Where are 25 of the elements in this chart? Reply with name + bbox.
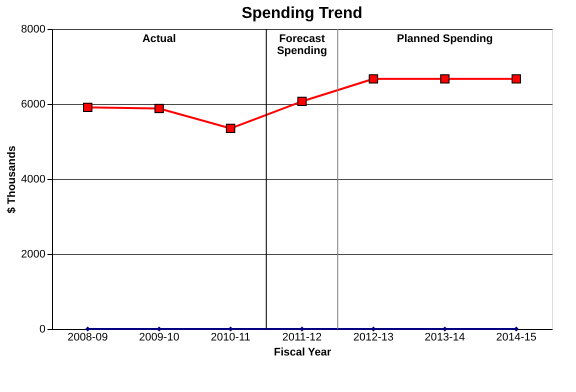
x-tick-label: 2011-12 — [282, 332, 322, 344]
point — [226, 124, 236, 134]
x-tick-label: 2008-09 — [68, 332, 108, 344]
y-tick-label: 2000 — [21, 248, 46, 260]
x-tick-label: 2014-15 — [496, 332, 536, 344]
point — [297, 96, 307, 106]
y-axis-title: $ Thousands — [6, 146, 18, 214]
annotation: Planned Spending — [396, 33, 493, 45]
annotation: Forecast Spending — [276, 33, 328, 57]
x-tick-label: 2013-14 — [424, 332, 466, 344]
x-tick-label: 2009-10 — [138, 332, 180, 344]
point — [440, 74, 450, 84]
annotation: Actual — [142, 33, 176, 45]
y-tick-label: 8000 — [21, 24, 46, 36]
y-tick-label: 0 — [39, 324, 46, 336]
x-axis-title: Fiscal Year — [274, 346, 332, 358]
point — [368, 74, 378, 84]
point — [154, 104, 164, 114]
y-tick-label: 6000 — [21, 98, 46, 110]
y-tick-label: 4000 — [21, 174, 46, 186]
point — [512, 74, 521, 84]
chart-title: Spending Trend — [242, 5, 362, 22]
point — [83, 102, 92, 112]
x-tick-label: 2012-13 — [353, 332, 394, 344]
x-tick-label: 2010-11 — [210, 332, 250, 344]
